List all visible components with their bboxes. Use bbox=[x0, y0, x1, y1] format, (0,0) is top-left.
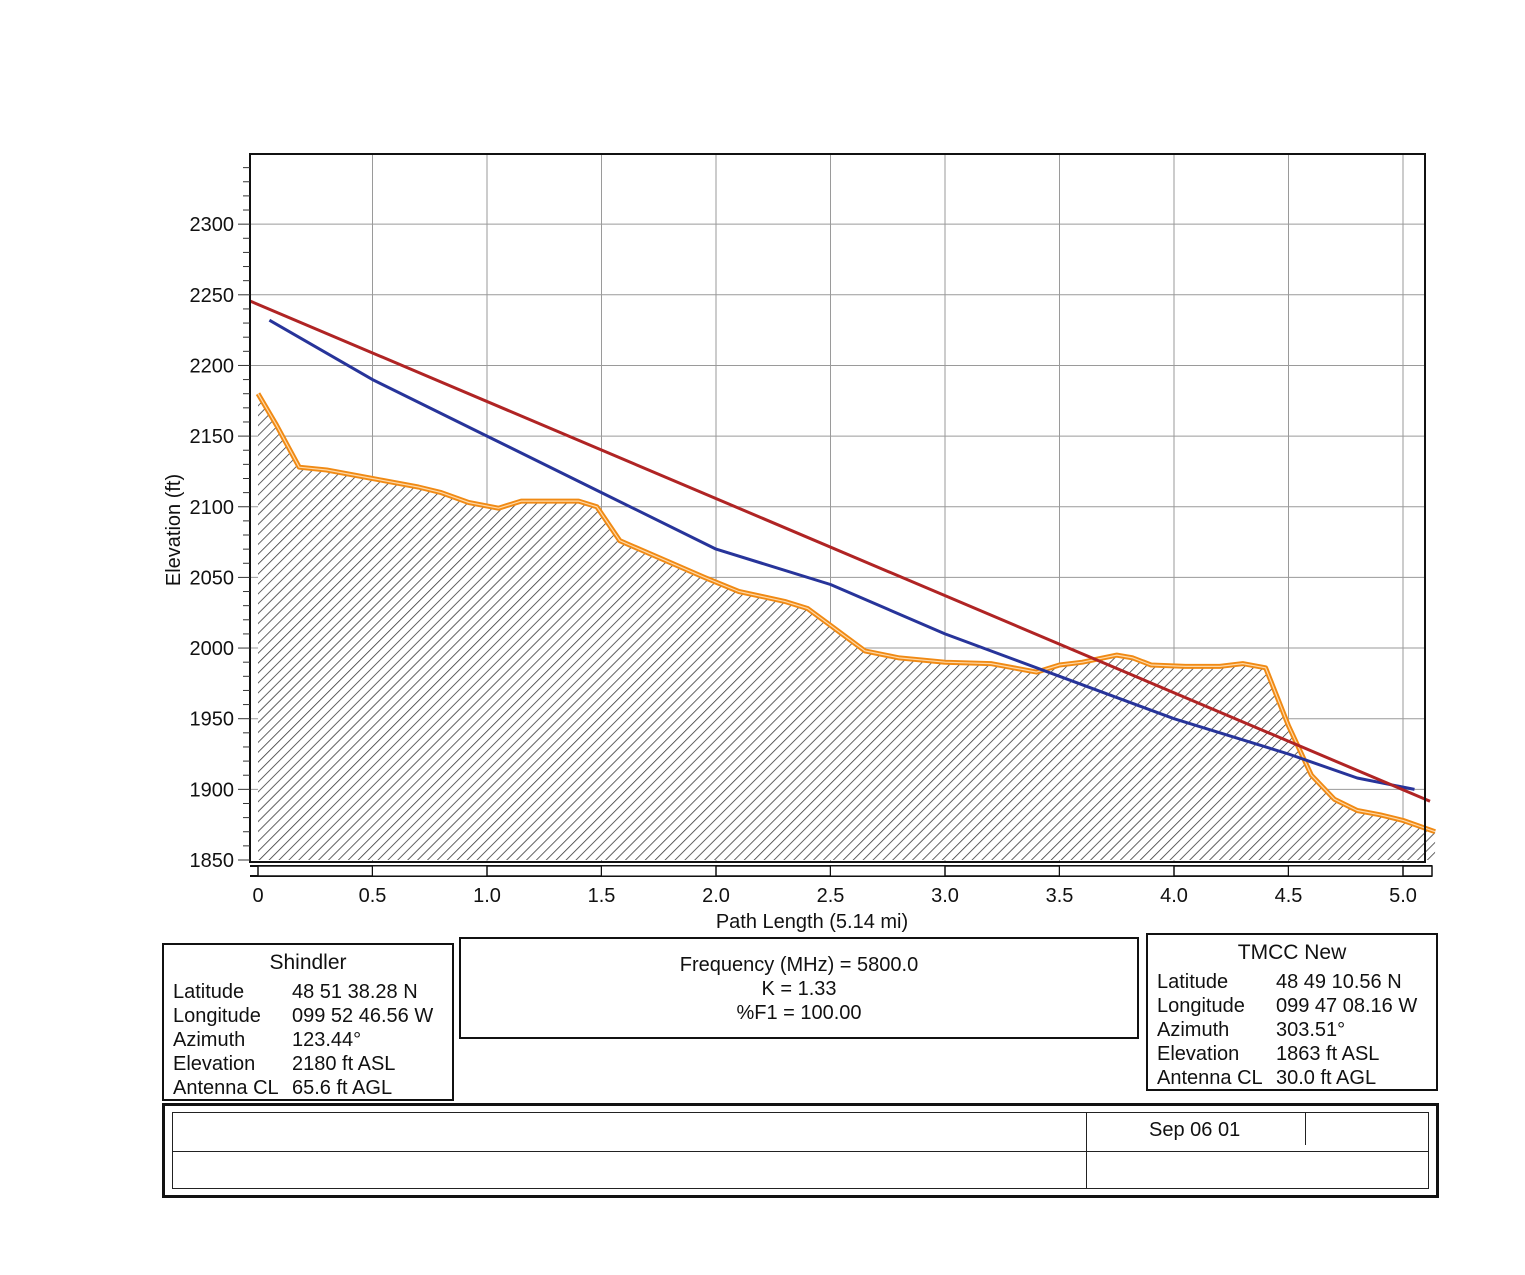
frequency-value: Frequency (MHz) = 5800.0 bbox=[679, 954, 919, 976]
site-b-antenna: 30.0 ft AGL bbox=[1276, 1067, 1377, 1089]
elevation-label: Elevation bbox=[173, 1053, 256, 1075]
terrain-fill bbox=[258, 393, 1436, 860]
elevation-label: Elevation bbox=[1157, 1043, 1240, 1065]
ruler-segment bbox=[944, 865, 1061, 877]
x-tick-label: 3.0 bbox=[931, 885, 959, 907]
y-tick-label: 2300 bbox=[190, 214, 235, 236]
x-tick-label: 0 bbox=[252, 885, 263, 907]
x-tick-label: 2.0 bbox=[702, 885, 730, 907]
x-tick-label: 5.0 bbox=[1389, 885, 1417, 907]
site-b-longitude: 099 47 08.16 W bbox=[1276, 995, 1418, 1017]
site-a-elevation: 2180 ft ASL bbox=[292, 1053, 396, 1075]
ruler-segment bbox=[257, 865, 374, 877]
x-tick-label: 1.5 bbox=[588, 885, 616, 907]
path-profile-chart: 0 0.5 1.0 1.5 2.0 2.5 3.0 3.5 4.0 4.5 5.0 2300 2250 2… bbox=[163, 153, 1436, 933]
site-a-longitude: 099 52 46.56 W bbox=[292, 1005, 434, 1027]
y-tick-label: 2100 bbox=[190, 497, 235, 519]
x-tick-label: 0.5 bbox=[359, 885, 387, 907]
y-tick-label: 2050 bbox=[190, 567, 235, 589]
azimuth-label: Azimuth bbox=[1157, 1019, 1230, 1041]
link-parameters-panel: Frequency (MHz) = 5800.0 K = 1.33 %F1 = … bbox=[459, 937, 1139, 1039]
site-a-azimuth: 123.44° bbox=[292, 1029, 362, 1051]
x-tick-label: 4.5 bbox=[1275, 885, 1303, 907]
chart-series bbox=[249, 299, 1436, 860]
y-tick-label: 2200 bbox=[190, 355, 235, 377]
site-b-name: TMCC New bbox=[1237, 941, 1347, 964]
site-a-latitude: 48 51 38.28 N bbox=[292, 981, 418, 1003]
site-b-azimuth: 303.51° bbox=[1276, 1019, 1346, 1041]
x-tick-label: 2.5 bbox=[817, 885, 845, 907]
latitude-label: Latitude bbox=[1157, 971, 1229, 993]
ruler-segment bbox=[486, 865, 603, 877]
ruler-segment bbox=[1059, 865, 1175, 877]
y-tick-label: 2000 bbox=[190, 638, 235, 660]
fresnel-clearance-value: %F1 = 100.00 bbox=[736, 1002, 862, 1024]
antenna-label: Antenna CL bbox=[1157, 1067, 1263, 1089]
date-label: Sep 06 01 bbox=[1149, 1119, 1241, 1141]
y-tick-label: 2150 bbox=[190, 426, 235, 448]
ruler-segment bbox=[372, 865, 488, 877]
ruler-segment bbox=[1173, 865, 1290, 877]
plot-frame bbox=[249, 153, 1426, 863]
site-b-panel: TMCC New Latitude 48 49 10.56 N Longitud… bbox=[1146, 933, 1438, 1091]
antenna-label: Antenna CL bbox=[173, 1077, 279, 1099]
site-a-name: Shindler bbox=[269, 951, 347, 974]
title-block: Sep 06 01 bbox=[162, 1103, 1439, 1198]
distance-ruler bbox=[250, 865, 1433, 877]
y-tick-label: 2250 bbox=[190, 285, 235, 307]
x-tick-label: 1.0 bbox=[473, 885, 501, 907]
y-tick-label: 1950 bbox=[190, 709, 235, 731]
ruler-segment bbox=[715, 865, 832, 877]
site-b-latitude: 48 49 10.56 N bbox=[1276, 971, 1402, 993]
latitude-label: Latitude bbox=[173, 981, 245, 1003]
ruler-segment bbox=[830, 865, 946, 877]
line-of-sight bbox=[249, 299, 1431, 803]
y-tick-label: 1900 bbox=[190, 779, 235, 801]
azimuth-label: Azimuth bbox=[173, 1029, 246, 1051]
x-tick-label: 4.0 bbox=[1160, 885, 1188, 907]
title-block-col-divider bbox=[1086, 1113, 1087, 1188]
ruler-segment bbox=[1402, 865, 1433, 877]
axis-ticks: 0 0.5 1.0 1.5 2.0 2.5 3.0 3.5 4.0 4.5 5.0 2300 2250 2… bbox=[190, 167, 1417, 907]
site-a-panel: Shindler Latitude 48 51 38.28 N Longitud… bbox=[162, 943, 454, 1101]
title-block-row-divider bbox=[173, 1151, 1428, 1152]
longitude-label: Longitude bbox=[173, 1005, 261, 1027]
y-axis-label: Elevation (ft) bbox=[163, 474, 185, 586]
terrain-profile-highlight bbox=[257, 393, 1436, 833]
title-block-inner: Sep 06 01 bbox=[172, 1112, 1429, 1189]
k-factor-value: K = 1.33 bbox=[761, 978, 837, 1000]
ruler-segment bbox=[601, 865, 717, 877]
x-tick-label: 3.5 bbox=[1046, 885, 1074, 907]
site-b-elevation: 1863 ft ASL bbox=[1276, 1043, 1380, 1065]
earth-curvature-line bbox=[268, 318, 1415, 791]
title-block-col-divider-2 bbox=[1305, 1113, 1306, 1145]
longitude-label: Longitude bbox=[1157, 995, 1245, 1017]
x-axis-label: Path Length (5.14 mi) bbox=[716, 911, 908, 933]
ruler-segment bbox=[1288, 865, 1404, 877]
y-tick-label: 1850 bbox=[190, 850, 235, 872]
site-a-antenna: 65.6 ft AGL bbox=[292, 1077, 393, 1099]
